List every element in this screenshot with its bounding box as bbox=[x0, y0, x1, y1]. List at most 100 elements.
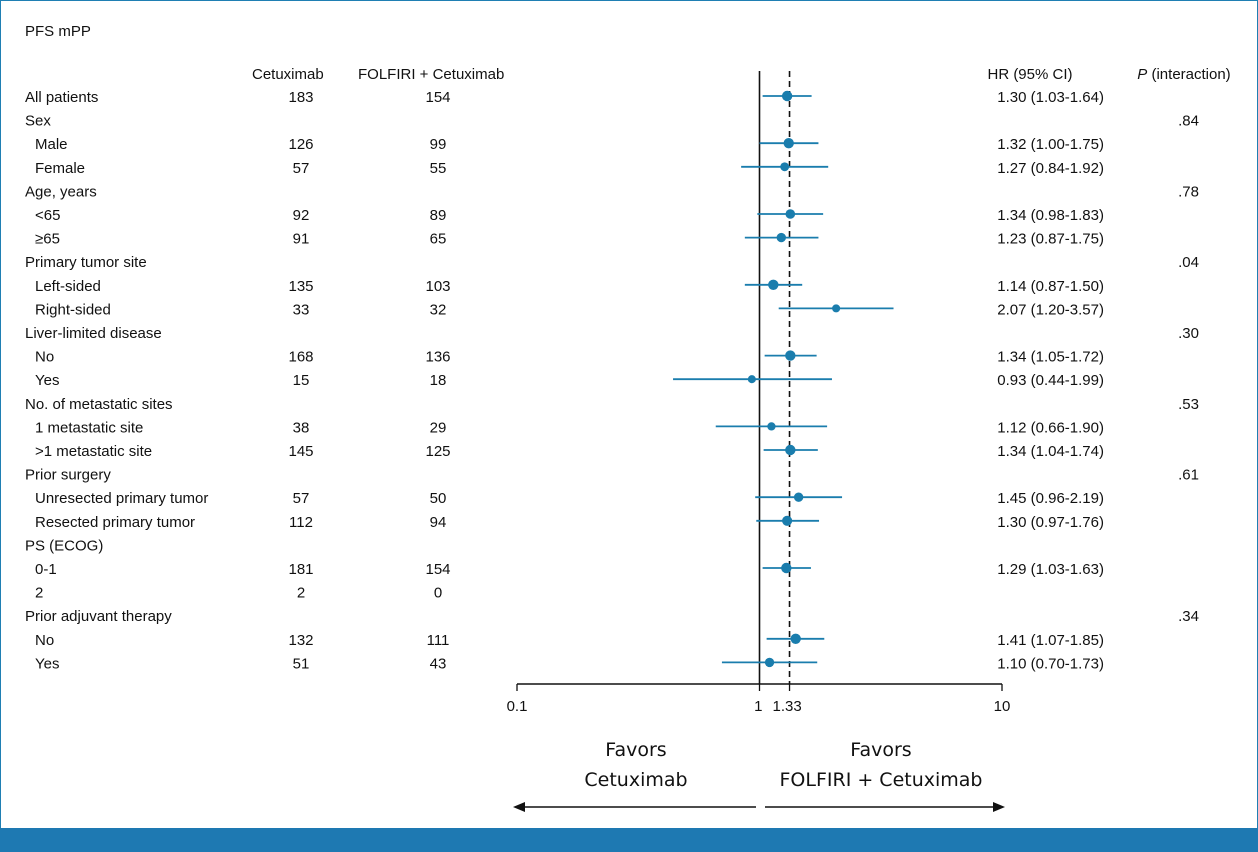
row-n-folfiri-cetuximab: 29 bbox=[430, 419, 447, 436]
header-arm2: FOLFIRI + Cetuximab bbox=[358, 66, 504, 83]
row-n-cetuximab: 91 bbox=[293, 231, 310, 248]
row-label: 0-1 bbox=[35, 561, 57, 578]
hr-point bbox=[767, 422, 776, 431]
table-row: All patients 183 154 1.30 (1.03-1.64) bbox=[25, 89, 1104, 106]
row-hr-ci: 1.34 (0.98-1.83) bbox=[997, 207, 1104, 224]
row-label: Resected primary tumor bbox=[35, 514, 195, 531]
row-label: All patients bbox=[25, 89, 98, 106]
row-label: Yes bbox=[35, 372, 59, 389]
row-hr-ci: 1.32 (1.00-1.75) bbox=[997, 136, 1104, 153]
row-n-cetuximab: 57 bbox=[293, 490, 310, 507]
row-label: Right-sided bbox=[35, 301, 111, 318]
table-row: <65 92 89 1.34 (0.98-1.83) bbox=[35, 207, 1104, 224]
table-row: No. of metastatic sites .53 bbox=[25, 396, 1199, 413]
row-n-cetuximab: 168 bbox=[288, 349, 313, 366]
table-row: Prior adjuvant therapy .34 bbox=[25, 608, 1199, 625]
table-row: Yes 15 18 0.93 (0.44-1.99) bbox=[35, 372, 1104, 389]
favors-right-line2: FOLFIRI + Cetuximab bbox=[780, 769, 983, 791]
row-n-folfiri-cetuximab: 55 bbox=[430, 160, 447, 177]
row-n-cetuximab: 135 bbox=[288, 278, 313, 295]
row-n-folfiri-cetuximab: 89 bbox=[430, 207, 447, 224]
table-row: Resected primary tumor 112 94 1.30 (0.97-1.… bbox=[35, 514, 1104, 531]
row-n-folfiri-cetuximab: 94 bbox=[430, 514, 447, 531]
table-row: 2 2 0 bbox=[35, 585, 442, 602]
favors-left-line2: Cetuximab bbox=[584, 769, 687, 791]
row-n-folfiri-cetuximab: 32 bbox=[430, 301, 447, 318]
row-hr-ci: 1.29 (1.03-1.63) bbox=[997, 561, 1104, 578]
row-hr-ci: 1.41 (1.07-1.85) bbox=[997, 632, 1104, 649]
row-label: Unresected primary tumor bbox=[35, 490, 208, 507]
row-label: Prior surgery bbox=[25, 467, 111, 484]
hr-point bbox=[764, 657, 775, 668]
hr-point bbox=[783, 138, 794, 149]
table-row: Sex .84 bbox=[25, 113, 1199, 130]
hr-point bbox=[781, 90, 793, 102]
table-row: ≥65 91 65 1.23 (0.87-1.75) bbox=[35, 231, 1104, 248]
row-label: Left-sided bbox=[35, 278, 101, 295]
row-n-folfiri-cetuximab: 125 bbox=[425, 443, 450, 460]
row-n-folfiri-cetuximab: 50 bbox=[430, 490, 447, 507]
row-hr-ci: 1.30 (1.03-1.64) bbox=[997, 89, 1104, 106]
row-n-folfiri-cetuximab: 154 bbox=[425, 561, 450, 578]
row-label: No bbox=[35, 349, 54, 366]
row-n-cetuximab: 183 bbox=[288, 89, 313, 106]
row-hr-ci: 2.07 (1.20-3.57) bbox=[997, 301, 1104, 318]
row-n-cetuximab: 126 bbox=[288, 136, 313, 153]
row-n-folfiri-cetuximab: 65 bbox=[430, 231, 447, 248]
row-label: Liver-limited disease bbox=[25, 325, 162, 342]
row-n-folfiri-cetuximab: 103 bbox=[425, 278, 450, 295]
hr-point bbox=[780, 162, 790, 172]
hr-point bbox=[747, 375, 756, 384]
row-p-interaction: .61 bbox=[1178, 467, 1199, 484]
header-arm1: Cetuximab bbox=[252, 66, 324, 83]
hr-point bbox=[793, 492, 804, 502]
row-label: No bbox=[35, 632, 54, 649]
table-row: Female 57 55 1.27 (0.84-1.92) bbox=[35, 160, 1104, 177]
row-p-interaction: .53 bbox=[1178, 396, 1199, 413]
row-label: Yes bbox=[35, 655, 59, 672]
row-hr-ci: 1.45 (0.96-2.19) bbox=[997, 490, 1104, 507]
row-label: PS (ECOG) bbox=[25, 537, 103, 554]
row-n-cetuximab: 132 bbox=[288, 632, 313, 649]
arrow-left-head bbox=[513, 802, 525, 812]
table-row: Yes 51 43 1.10 (0.70-1.73) bbox=[35, 655, 1104, 672]
row-n-cetuximab: 15 bbox=[293, 372, 310, 389]
row-hr-ci: 1.34 (1.04-1.74) bbox=[997, 443, 1104, 460]
row-hr-ci: 1.34 (1.05-1.72) bbox=[997, 349, 1104, 366]
table-row: No 132 111 1.41 (1.07-1.85) bbox=[35, 632, 1104, 649]
row-hr-ci: 1.30 (0.97-1.76) bbox=[997, 514, 1104, 531]
row-p-interaction: .30 bbox=[1178, 325, 1199, 342]
footer-band bbox=[0, 828, 1258, 852]
row-n-cetuximab: 51 bbox=[293, 655, 310, 672]
row-n-cetuximab: 57 bbox=[293, 160, 310, 177]
hr-point bbox=[832, 304, 841, 313]
row-n-cetuximab: 92 bbox=[293, 207, 310, 224]
table-row: Primary tumor site .04 bbox=[25, 254, 1199, 271]
table-row: Liver-limited disease .30 bbox=[25, 325, 1199, 342]
row-label: Prior adjuvant therapy bbox=[25, 608, 172, 625]
row-label: ≥65 bbox=[35, 231, 60, 248]
row-label: <65 bbox=[35, 207, 60, 224]
row-n-folfiri-cetuximab: 99 bbox=[430, 136, 447, 153]
row-hr-ci: 1.23 (0.87-1.75) bbox=[997, 231, 1104, 248]
hr-point bbox=[785, 350, 796, 361]
row-label: 1 metastatic site bbox=[35, 419, 143, 436]
hr-point bbox=[785, 444, 796, 456]
row-n-folfiri-cetuximab: 18 bbox=[430, 372, 447, 389]
row-n-cetuximab: 181 bbox=[288, 561, 313, 578]
row-label: Primary tumor site bbox=[25, 254, 147, 271]
row-hr-ci: 1.10 (0.70-1.73) bbox=[997, 655, 1104, 672]
row-hr-ci: 1.12 (0.66-1.90) bbox=[997, 419, 1104, 436]
arrow-right-head bbox=[993, 802, 1005, 812]
header-p-interaction: P (interaction) bbox=[1137, 66, 1230, 83]
row-hr-ci: 1.27 (0.84-1.92) bbox=[997, 160, 1104, 177]
row-label: Age, years bbox=[25, 183, 97, 200]
row-p-interaction: .78 bbox=[1178, 183, 1199, 200]
table-row: Unresected primary tumor 57 50 1.45 (0.96-2… bbox=[35, 490, 1104, 507]
row-n-folfiri-cetuximab: 136 bbox=[425, 349, 450, 366]
favors-right-line1: Favors bbox=[850, 739, 911, 761]
forest-plot: PFS mPP Cetuximab FOLFIRI + Cetuximab HR… bbox=[25, 23, 1231, 812]
table-row: Male 126 99 1.32 (1.00-1.75) bbox=[35, 136, 1104, 153]
row-label: Sex bbox=[25, 113, 51, 130]
